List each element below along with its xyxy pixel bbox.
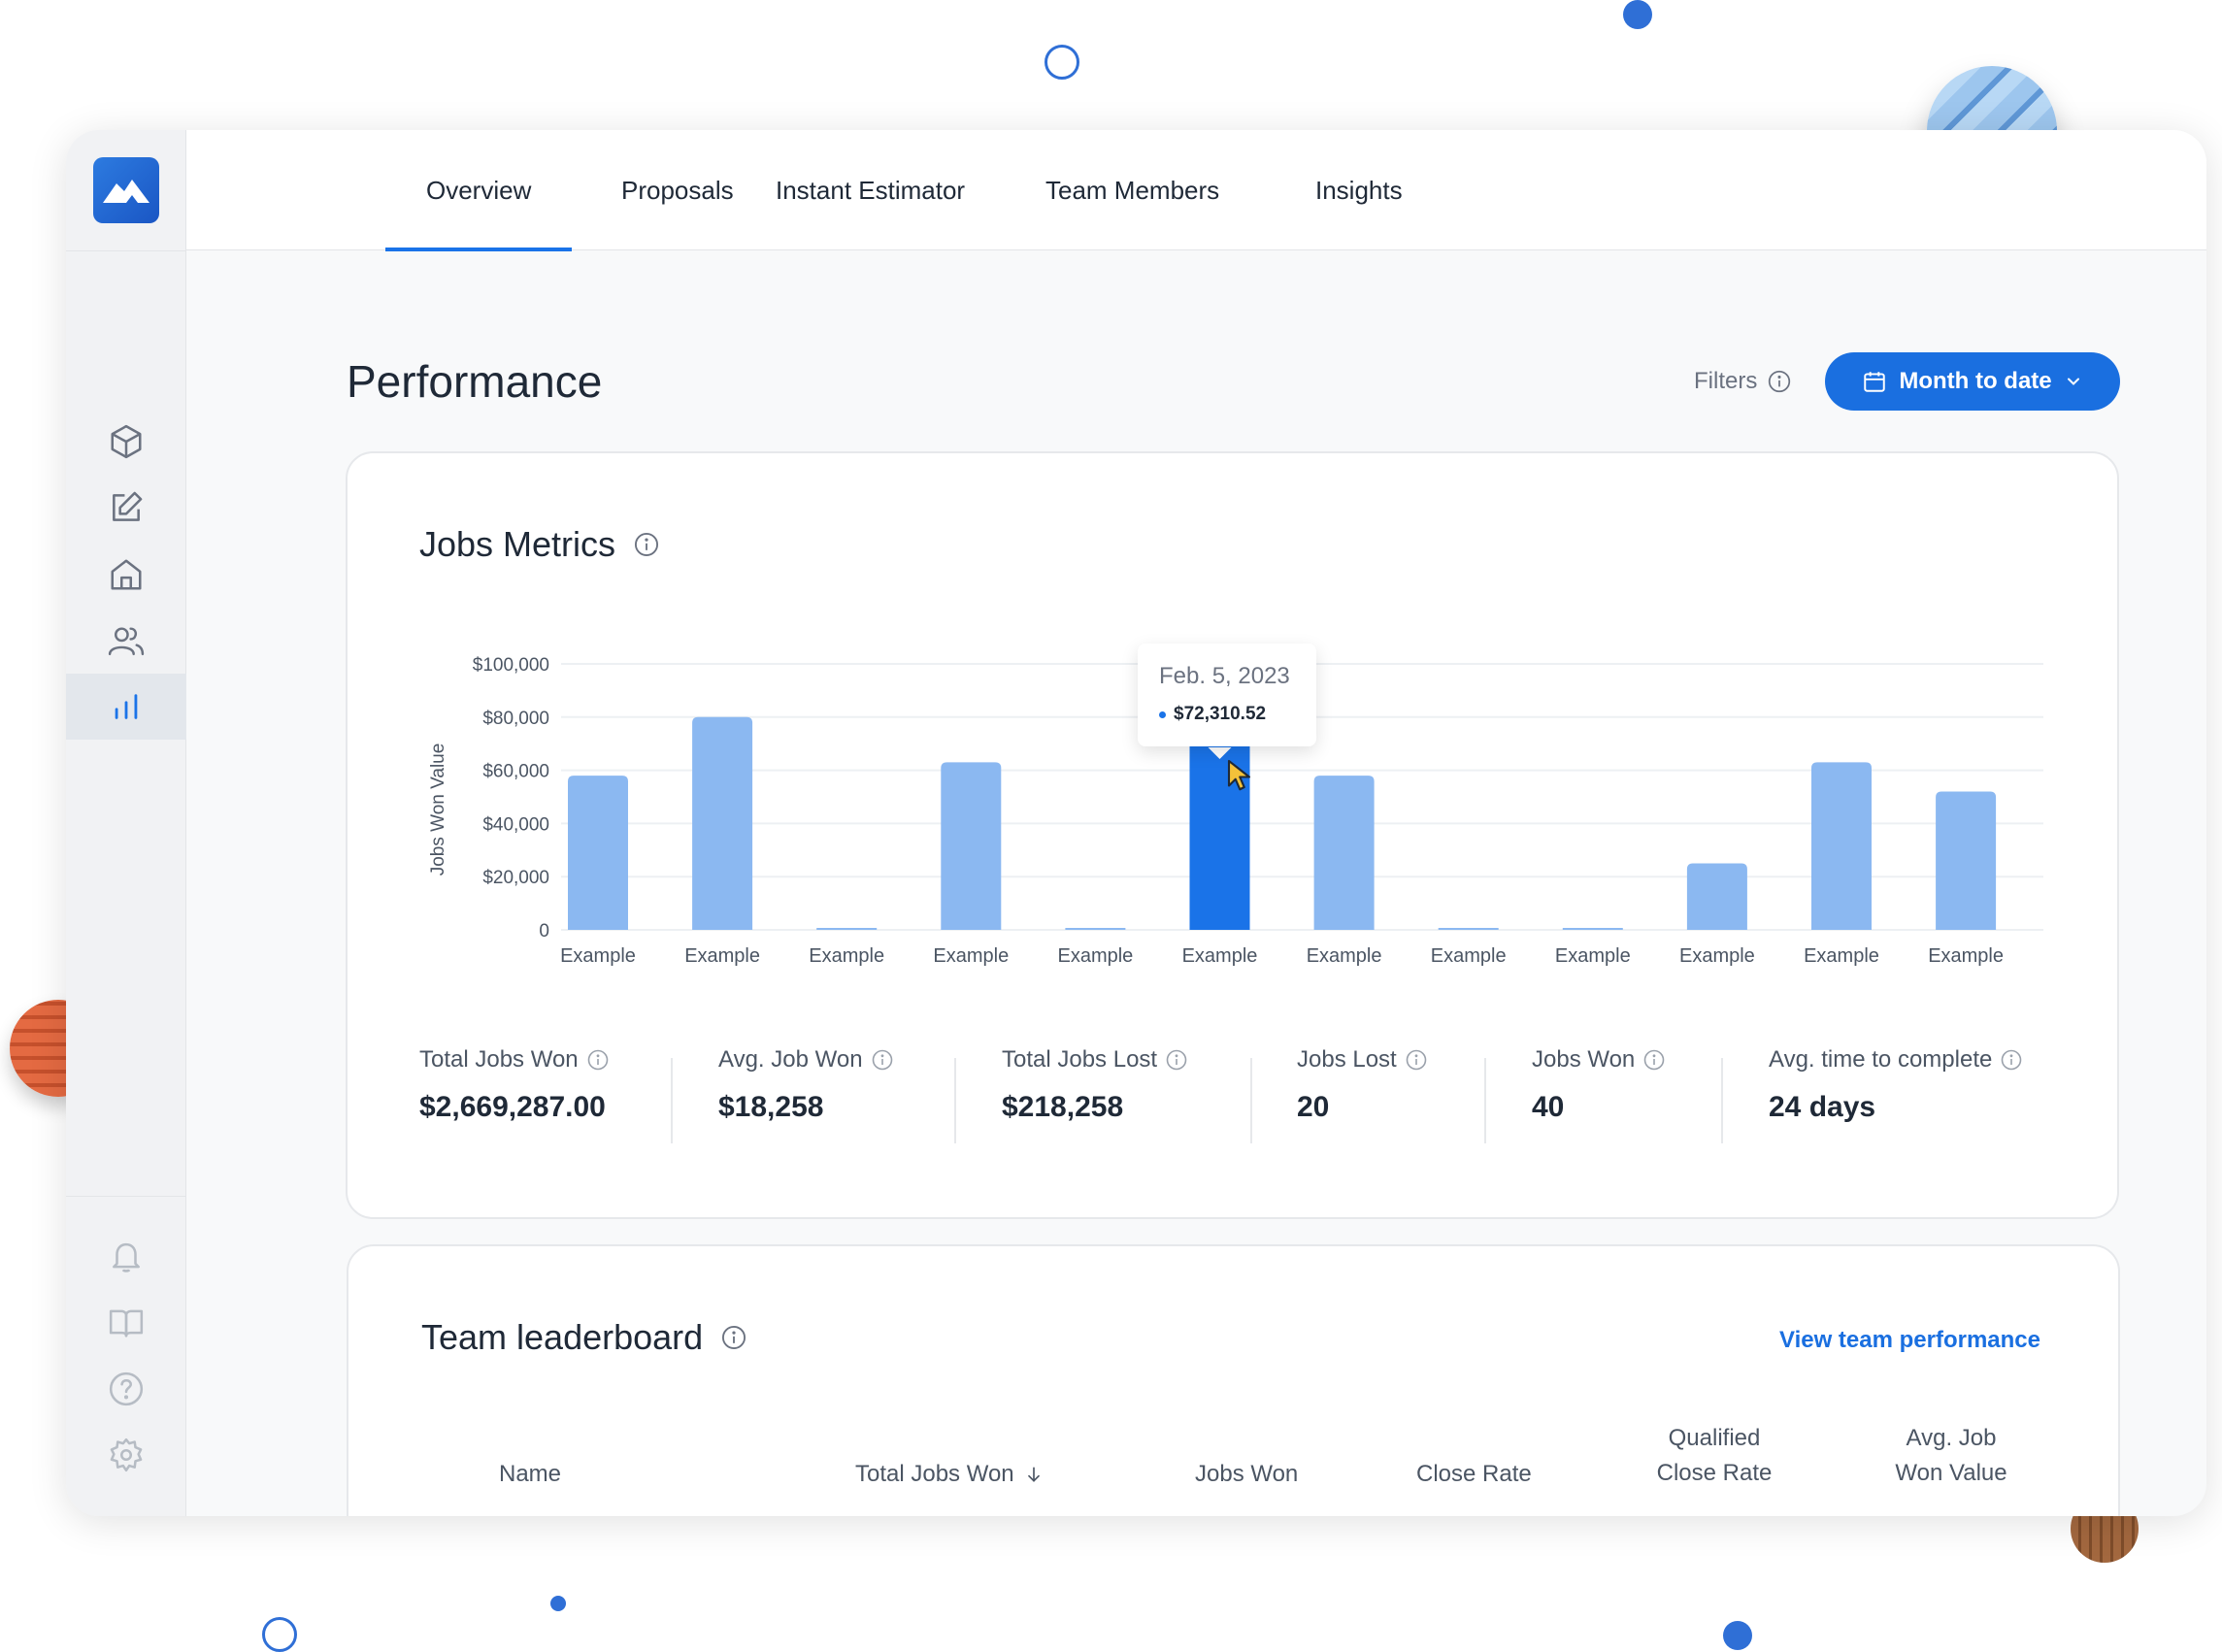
metric-jobs-lost: Jobs Lost 20 <box>1297 1046 1428 1124</box>
column-header-name[interactable]: Name <box>499 1461 562 1487</box>
sidebar-item-help[interactable] <box>66 1356 186 1422</box>
metric-value: $2,669,287.00 <box>419 1091 606 1123</box>
sidebar-item-docs[interactable] <box>66 1289 186 1355</box>
sort-arrow-down-icon <box>1027 1467 1040 1482</box>
filters-label: Filters <box>1694 368 1758 394</box>
column-header-close-rate[interactable]: Close Rate <box>1416 1461 1532 1487</box>
sidebar-item-notifications[interactable] <box>66 1223 186 1289</box>
app-logo[interactable] <box>93 157 159 223</box>
sidebar-item-home[interactable] <box>66 542 186 608</box>
metric-total-jobs-lost: Total Jobs Lost $218,258 <box>1002 1046 1188 1124</box>
page-title: Performance <box>347 356 603 407</box>
decor-dot-bottom-right <box>1723 1621 1752 1650</box>
decor-dot-top-right <box>1623 0 1652 29</box>
book-icon <box>109 1309 144 1338</box>
tooltip-date: Feb. 5, 2023 <box>1159 663 1290 689</box>
jobs-metrics-title: Jobs Metrics <box>419 524 660 565</box>
info-icon <box>2002 1049 2022 1071</box>
mouse-cursor-icon <box>1227 759 1251 791</box>
tab-insights[interactable]: Insights <box>1315 175 1403 205</box>
chevron-down-icon <box>2067 378 2079 385</box>
metric-value: 24 days <box>1769 1091 1876 1123</box>
sidebar-item-team[interactable] <box>66 608 186 674</box>
edit-icon <box>113 491 143 521</box>
metric-total-jobs-won: Total Jobs Won $2,669,287.00 <box>419 1046 610 1124</box>
metric-divider <box>1721 1058 1723 1143</box>
filters-button[interactable]: Filters <box>1694 368 1792 395</box>
decor-dot-bottom-left <box>550 1596 566 1611</box>
info-icon <box>872 1049 892 1071</box>
column-header-avg-job-won-value[interactable]: Avg. Job Won Value <box>1895 1425 2007 1486</box>
metric-value: 40 <box>1532 1091 1565 1123</box>
tab-proposals[interactable]: Proposals <box>621 175 734 205</box>
tooltip-value-row: $72,310.52 <box>1159 704 1266 725</box>
gear-icon <box>110 1437 143 1472</box>
chart-tooltip: Feb. 5, 2023 $72,310.52 <box>1138 644 1316 746</box>
tab-team-members[interactable]: Team Members <box>1045 175 1220 205</box>
tab-overview[interactable]: Overview <box>385 130 573 251</box>
metric-jobs-won: Jobs Won 40 <box>1532 1046 1666 1124</box>
leaderboard-title: Team leaderboard <box>421 1317 747 1358</box>
metric-value: $18,258 <box>718 1091 824 1123</box>
column-header-qualified-close-rate[interactable]: Qualified Close Rate <box>1656 1425 1773 1486</box>
decor-ring-top <box>1045 45 1079 80</box>
sidebar-item-settings[interactable] <box>66 1422 186 1488</box>
metric-label: Total Jobs Won <box>419 1046 579 1073</box>
sidebar <box>66 130 186 1516</box>
users-icon <box>108 627 145 656</box>
metric-label: Avg. time to complete <box>1769 1046 1993 1073</box>
home-icon <box>111 559 142 590</box>
view-team-performance-link[interactable]: View team performance <box>1779 1327 2041 1353</box>
metric-label: Jobs Won <box>1532 1046 1636 1073</box>
metric-value: 20 <box>1297 1091 1330 1123</box>
metric-avg-job-won: Avg. Job Won $18,258 <box>718 1046 894 1124</box>
date-range-label: Month to date <box>1899 368 2052 394</box>
metric-label: Jobs Lost <box>1297 1046 1397 1073</box>
info-icon <box>1166 1049 1187 1071</box>
decor-ring-bottom-left <box>262 1617 297 1652</box>
top-navigation: Overview Proposals Instant Estimator Tea… <box>186 130 2206 251</box>
calendar-icon <box>1864 372 1886 392</box>
info-icon <box>587 1049 608 1071</box>
tooltip-value: $72,310.52 <box>1174 704 1267 724</box>
info-icon <box>1406 1049 1427 1071</box>
sidebar-item-insights[interactable] <box>66 674 186 740</box>
metric-value: $218,258 <box>1002 1091 1124 1123</box>
series-dot-icon <box>1159 710 1166 718</box>
info-icon <box>722 1325 746 1350</box>
metric-label: Avg. Job Won <box>718 1046 863 1073</box>
help-icon <box>109 1371 144 1406</box>
bell-icon <box>113 1242 140 1272</box>
tab-instant-estimator[interactable]: Instant Estimator <box>776 175 966 205</box>
sidebar-item-edit[interactable] <box>66 475 186 541</box>
metric-divider <box>954 1058 956 1143</box>
column-header-jobs-won[interactable]: Jobs Won <box>1195 1461 1299 1487</box>
sidebar-item-products[interactable] <box>66 409 186 475</box>
metric-divider <box>1250 1058 1252 1143</box>
column-header-total-jobs-won[interactable]: Total Jobs Won <box>855 1457 1044 1492</box>
info-icon <box>1643 1049 1665 1071</box>
metric-avg-time-to-complete: Avg. time to complete 24 days <box>1769 1046 2023 1124</box>
metric-label: Total Jobs Lost <box>1002 1046 1158 1073</box>
bar-chart-icon <box>115 694 138 719</box>
metric-divider <box>671 1058 673 1143</box>
metric-divider <box>1484 1058 1486 1143</box>
info-icon <box>1769 370 1791 393</box>
info-icon <box>635 532 659 557</box>
cube-icon <box>111 424 142 459</box>
date-range-dropdown[interactable]: Month to date <box>1825 352 2120 411</box>
